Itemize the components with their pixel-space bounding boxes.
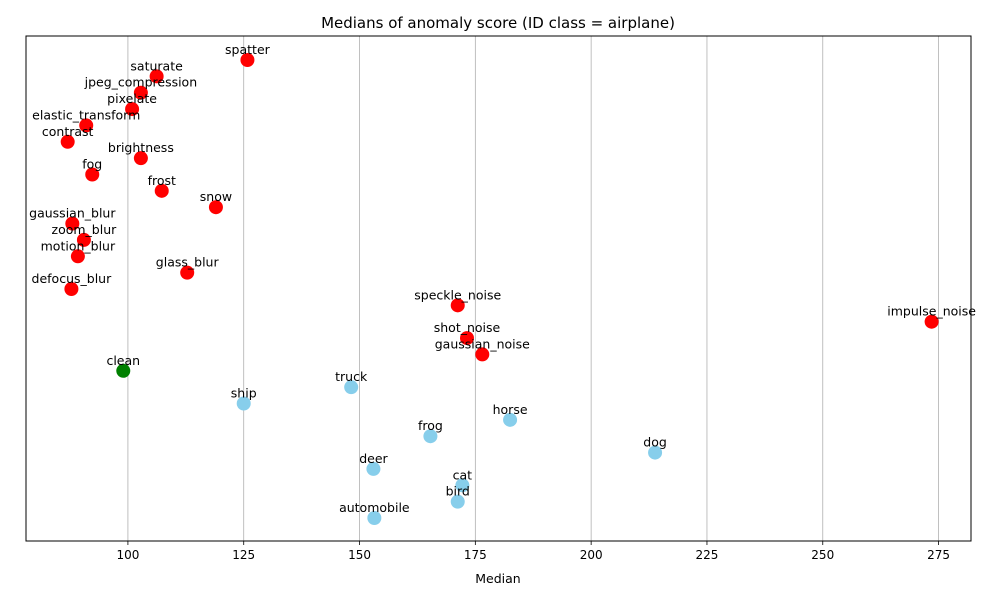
point-label-zoom-blur: zoom_blur xyxy=(52,222,118,237)
point-snow xyxy=(208,200,223,215)
x-tick-label: 175 xyxy=(464,548,487,562)
x-axis-ticks: 100 125 150 175 200 225 250 275 xyxy=(116,541,950,562)
point-fog xyxy=(85,167,100,182)
point-label-contrast: contrast xyxy=(42,124,94,139)
point-label-motion-blur: motion_blur xyxy=(41,238,116,253)
point-label-frost: frost xyxy=(148,173,176,188)
x-tick-label: 150 xyxy=(348,548,371,562)
point-motion-blur xyxy=(70,249,85,264)
point-label-dog: dog xyxy=(643,435,667,450)
point-cat xyxy=(455,478,470,493)
point-label-impulse-noise: impulse_noise xyxy=(887,304,976,319)
x-tick-label: 275 xyxy=(927,548,950,562)
point-label-automobile: automobile xyxy=(339,500,410,515)
point-frog xyxy=(423,429,438,444)
point-label-defocus-blur: defocus_blur xyxy=(32,271,113,286)
point-glass-blur xyxy=(180,265,195,280)
point-gaussian-blur xyxy=(65,216,80,231)
point-truck xyxy=(344,380,359,395)
x-tick-label: 250 xyxy=(811,548,834,562)
point-saturate xyxy=(149,69,164,84)
point-pixelate xyxy=(125,102,140,117)
point-label-horse: horse xyxy=(493,402,528,417)
point-horse xyxy=(503,412,518,427)
point-labels: spatter saturate jpeg_compressionpixelatee… xyxy=(29,42,976,515)
point-defocus-blur xyxy=(64,282,79,296)
point-automobile xyxy=(367,511,382,525)
x-tick-label: 100 xyxy=(116,548,139,562)
point-brightness xyxy=(133,151,148,166)
point-label-brightness: brightness xyxy=(108,140,174,155)
point-label-pixelate: pixelate xyxy=(107,91,157,106)
point-speckle-noise xyxy=(450,298,465,313)
point-spatter xyxy=(240,53,255,67)
point-label-fog: fog xyxy=(82,157,102,172)
point-label-glass-blur: glass_blur xyxy=(156,255,220,270)
x-axis-label: Median xyxy=(475,571,520,586)
point-deer xyxy=(366,461,381,476)
chart-title: Medians of anomaly score (ID class = air… xyxy=(321,14,675,32)
point-label-frog: frog xyxy=(418,418,443,433)
point-ship xyxy=(236,396,251,411)
point-label-elastic-transform: elastic_transform xyxy=(32,107,140,122)
point-label-deer: deer xyxy=(359,451,388,466)
point-frost xyxy=(154,183,169,198)
point-label-saturate: saturate xyxy=(130,58,183,73)
point-label-speckle-noise: speckle_noise xyxy=(414,287,501,302)
point-label-gaussian-noise: gaussian_noise xyxy=(435,336,530,351)
point-label-jpeg-compression: jpeg_compression xyxy=(84,75,198,90)
data-points xyxy=(60,53,939,525)
plot-frame xyxy=(25,35,972,542)
point-clean xyxy=(116,363,131,378)
point-label-shot-noise: shot_noise xyxy=(434,320,501,335)
point-contrast xyxy=(60,134,75,149)
point-label-cat: cat xyxy=(453,467,473,482)
x-gridlines xyxy=(127,36,939,541)
point-impulse-noise xyxy=(924,314,939,329)
point-shot-noise xyxy=(460,331,474,346)
point-elastic-transform xyxy=(79,118,94,133)
point-gaussian-noise xyxy=(475,347,490,362)
x-tick-label: 200 xyxy=(580,548,603,562)
point-label-gaussian-blur: gaussian_blur xyxy=(29,206,116,221)
point-jpeg-compression xyxy=(133,85,148,100)
x-tick-label: 125 xyxy=(232,548,255,562)
point-dog xyxy=(648,445,663,460)
point-zoom-blur xyxy=(76,232,91,247)
point-label-clean: clean xyxy=(106,353,140,368)
point-label-truck: truck xyxy=(335,369,368,384)
x-tick-label: 225 xyxy=(696,548,719,562)
point-label-spatter: spatter xyxy=(225,42,271,57)
point-label-snow: snow xyxy=(200,189,232,204)
point-label-ship: ship xyxy=(231,386,257,401)
point-label-bird: bird xyxy=(446,484,470,499)
point-bird xyxy=(450,494,465,509)
